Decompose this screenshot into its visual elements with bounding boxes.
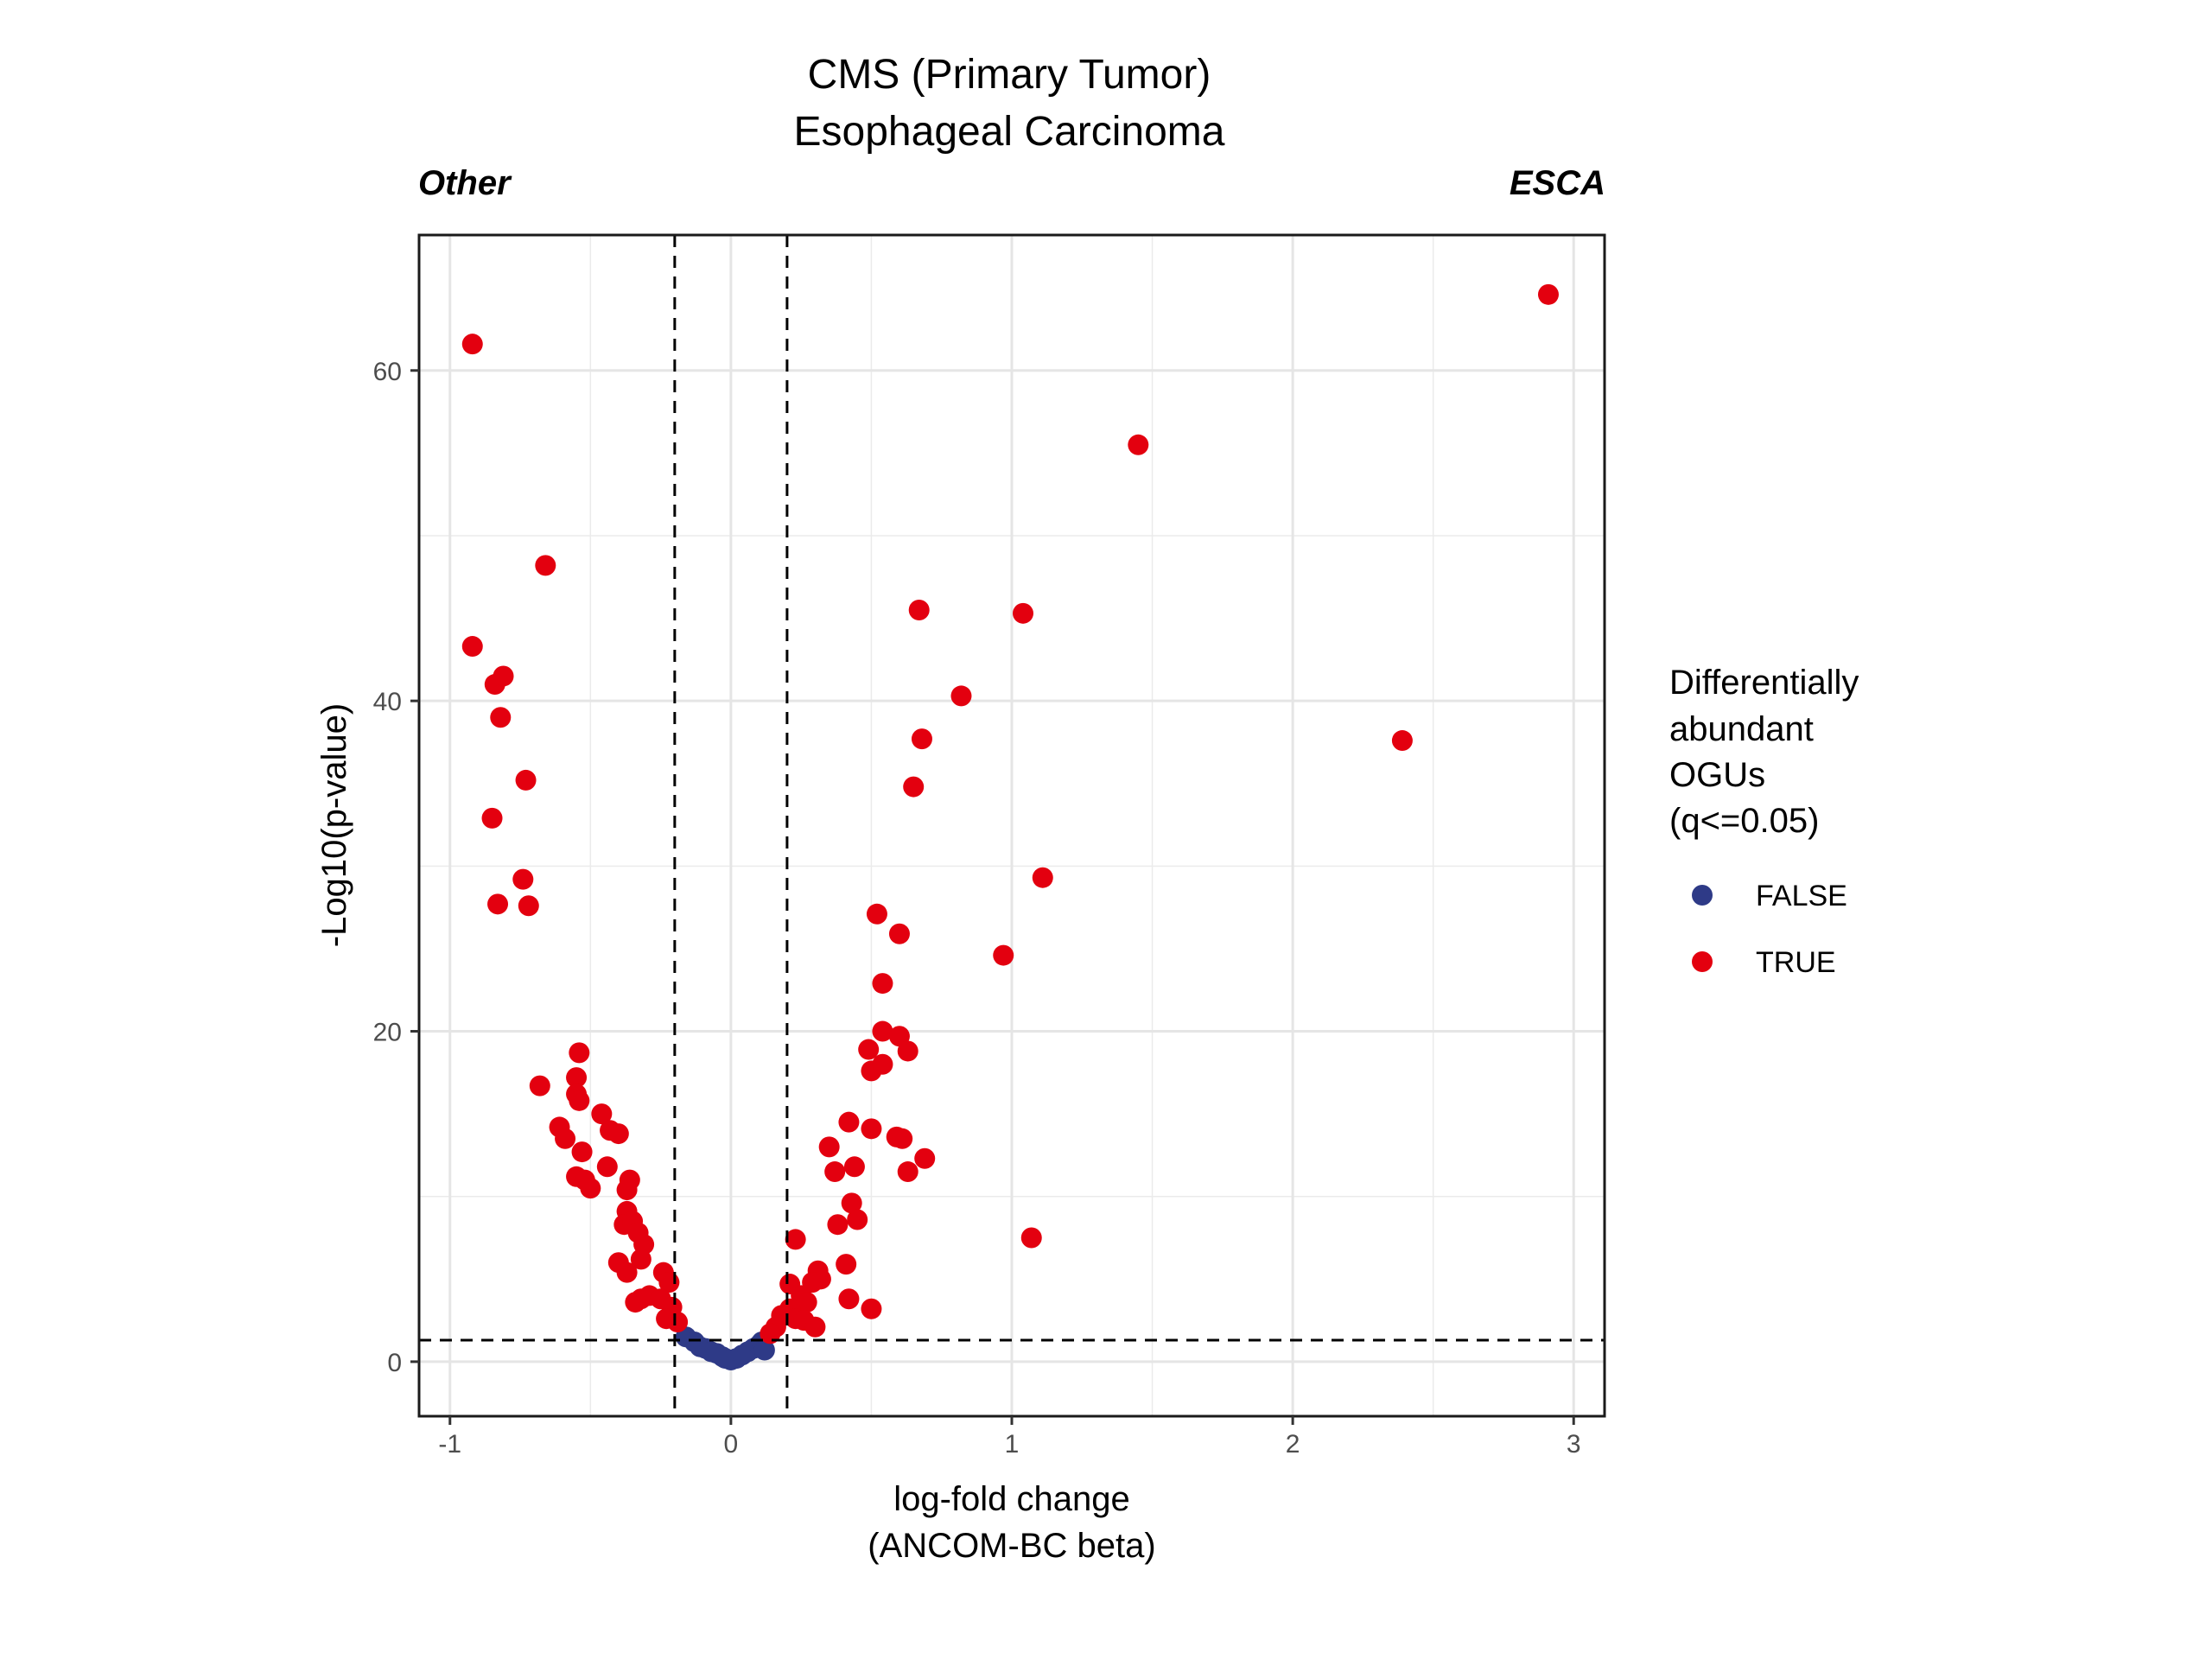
point-true <box>616 1179 638 1201</box>
point-true <box>493 665 514 687</box>
point-true <box>785 1229 806 1250</box>
point-true <box>625 1292 646 1313</box>
legend-title-line-2: abundant <box>1669 710 1814 748</box>
point-true <box>461 334 483 355</box>
point-false <box>753 1339 775 1361</box>
point-true <box>818 1136 840 1158</box>
point-true <box>843 1156 865 1178</box>
point-true <box>569 1090 590 1111</box>
legend: Differentially abundant OGUs (q<=0.05) F… <box>1669 664 1859 979</box>
point-true <box>861 1118 882 1140</box>
point-true <box>596 1156 618 1178</box>
point-true <box>838 1111 860 1133</box>
point-true <box>569 1042 590 1064</box>
legend-title-line-3: OGUs <box>1669 756 1765 794</box>
point-true <box>518 895 539 917</box>
legend-key-true <box>1692 951 1713 972</box>
point-true <box>838 1288 860 1310</box>
legend-title-line-1: Differentially <box>1669 664 1859 702</box>
x-axis: -1 0 1 2 3 <box>438 1416 1581 1459</box>
point-true <box>841 1192 862 1214</box>
x-axis-title-line-2: (ANCOM-BC beta) <box>868 1527 1155 1565</box>
point-true <box>481 807 503 829</box>
legend-label-true: TRUE <box>1756 946 1836 979</box>
left-group-label: Other <box>418 164 512 202</box>
point-true <box>616 1262 638 1283</box>
x-tick-label: 1 <box>1005 1430 1020 1459</box>
point-true <box>512 868 534 890</box>
y-axis: 0 20 40 60 <box>373 358 419 1377</box>
point-true <box>892 1128 913 1149</box>
point-true <box>858 1039 880 1060</box>
point-true <box>872 973 893 995</box>
x-tick-label: 0 <box>724 1430 739 1459</box>
y-tick-label: 60 <box>373 358 402 386</box>
point-true <box>914 1147 936 1169</box>
point-true <box>804 1316 826 1338</box>
point-true <box>667 1312 689 1333</box>
point-true <box>1537 283 1559 305</box>
right-group-label: ESCA <box>1510 164 1605 202</box>
x-axis-title-line-1: log-fold change <box>893 1480 1130 1518</box>
point-true <box>490 707 512 728</box>
point-true <box>897 1161 918 1183</box>
point-true <box>861 1298 882 1319</box>
point-true <box>866 903 887 925</box>
point-true <box>950 685 972 707</box>
point-true <box>566 1067 588 1089</box>
point-true <box>515 769 537 791</box>
point-true <box>1391 730 1413 752</box>
y-axis-title: -Log10(p-value) <box>315 703 353 947</box>
point-true <box>571 1141 593 1163</box>
point-true <box>908 599 930 620</box>
data-points <box>461 283 1559 1370</box>
point-true <box>487 893 509 915</box>
point-true <box>535 555 556 576</box>
point-true <box>872 1053 893 1075</box>
legend-title-line-4: (q<=0.05) <box>1669 802 1819 840</box>
point-true <box>607 1123 629 1145</box>
y-tick-label: 40 <box>373 688 402 716</box>
point-true <box>760 1323 781 1344</box>
point-true <box>911 728 932 750</box>
point-true <box>827 1214 849 1236</box>
point-true <box>836 1254 857 1275</box>
point-true <box>796 1292 817 1313</box>
point-true <box>555 1128 576 1149</box>
point-true <box>630 1249 652 1270</box>
point-true <box>529 1075 550 1096</box>
x-tick-label: 3 <box>1567 1430 1581 1459</box>
legend-label-false: FALSE <box>1756 880 1847 912</box>
x-tick-label: 2 <box>1286 1430 1300 1459</box>
point-true <box>461 636 483 658</box>
threshold-lines-overlay <box>419 235 1605 1416</box>
grid-lines <box>419 235 1605 1416</box>
chart-title-line-1: CMS (Primary Tumor) <box>808 52 1211 98</box>
point-true <box>1128 434 1149 455</box>
chart-title-line-2: Esophageal Carcinoma <box>794 109 1225 155</box>
point-true <box>1013 602 1034 624</box>
point-true <box>1032 867 1053 888</box>
point-true <box>591 1103 613 1125</box>
point-true <box>897 1040 918 1062</box>
y-tick-label: 20 <box>373 1019 402 1047</box>
point-true <box>993 944 1014 966</box>
point-true <box>888 923 910 944</box>
legend-key-false <box>1692 885 1713 906</box>
point-true <box>847 1209 868 1230</box>
point-true <box>872 1020 893 1042</box>
point-true <box>580 1178 601 1199</box>
point-true <box>824 1161 846 1183</box>
point-true <box>903 776 925 798</box>
x-tick-label: -1 <box>438 1430 461 1459</box>
y-tick-label: 0 <box>387 1349 402 1377</box>
point-true <box>1020 1227 1042 1249</box>
